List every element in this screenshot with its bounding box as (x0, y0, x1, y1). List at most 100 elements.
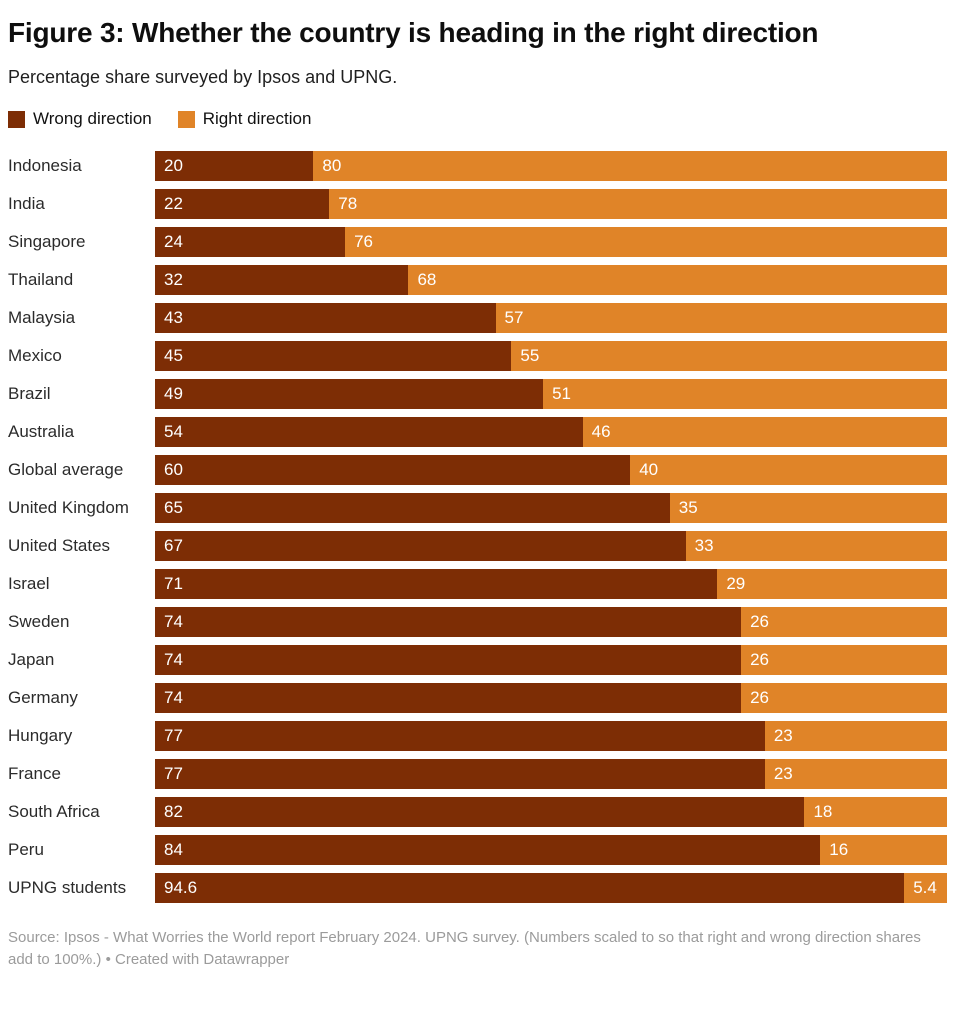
bar-segment-right-direction[interactable]: 26 (741, 607, 947, 637)
bar-segment-right-direction[interactable]: 78 (329, 189, 947, 219)
value-label: 60 (164, 460, 183, 479)
chart-row: UPNG students 94.6 5.4 (8, 873, 947, 903)
bar-segment-right-direction[interactable]: 46 (582, 417, 947, 447)
bar-segment-right-direction[interactable]: 55 (511, 341, 947, 371)
bar-segment-right-direction[interactable]: 80 (313, 151, 947, 181)
value-label: 78 (338, 194, 358, 213)
value-label: 45 (164, 346, 183, 365)
value-label: 84 (164, 840, 183, 859)
bar-segment-right-direction[interactable]: 26 (741, 645, 947, 675)
bar-segment-right-direction[interactable]: 76 (345, 227, 947, 257)
value-label: 54 (164, 422, 183, 441)
category-label: Global average (8, 460, 124, 479)
value-label: 68 (417, 270, 437, 289)
bar-segment-wrong-direction[interactable]: 65 (155, 493, 670, 523)
stacked-bar: 43 57 (155, 303, 947, 333)
bar-segment-right-direction[interactable]: 33 (685, 531, 947, 561)
stacked-bar: 22 78 (155, 189, 947, 219)
chart-row: Global average 60 40 (8, 455, 947, 485)
source-note: Source: Ipsos - What Worries the World r… (8, 929, 921, 968)
bar-segment-wrong-direction[interactable]: 82 (155, 797, 805, 827)
category-label: Australia (8, 422, 75, 441)
stacked-bar: 54 46 (155, 417, 947, 447)
chart-row: United States 67 33 (8, 531, 947, 561)
chart-row: Indonesia 20 80 (8, 151, 947, 181)
stacked-bar: 65 35 (155, 493, 947, 523)
bar-segment-wrong-direction[interactable]: 54 (155, 417, 583, 447)
bar-segment-wrong-direction[interactable]: 84 (155, 835, 821, 865)
chart-row: Australia 54 46 (8, 417, 947, 447)
category-label: Hungary (8, 726, 73, 745)
chart-subtitle: Percentage share surveyed by Ipsos and U… (8, 67, 398, 87)
bar-segment-right-direction[interactable]: 26 (741, 683, 947, 713)
legend-item-right-direction: Right direction (177, 109, 312, 129)
stacked-bar: 32 68 (155, 265, 947, 295)
value-label: 65 (164, 498, 183, 517)
bar-segment-wrong-direction[interactable]: 77 (155, 721, 765, 751)
value-label: 77 (164, 726, 183, 745)
bar-segment-wrong-direction[interactable]: 71 (155, 569, 718, 599)
value-label: 76 (354, 232, 373, 251)
category-label: UPNG students (8, 878, 127, 897)
value-label: 74 (164, 612, 183, 631)
bar-segment-wrong-direction[interactable]: 67 (155, 531, 686, 561)
category-label: Singapore (8, 232, 86, 251)
bar-segment-wrong-direction[interactable]: 24 (155, 227, 346, 257)
value-label: 74 (164, 688, 183, 707)
category-label: India (8, 194, 45, 213)
legend-label: Right direction (202, 109, 312, 128)
stacked-bar: 77 23 (155, 721, 947, 751)
chart-row: United Kingdom 65 35 (8, 493, 947, 523)
value-label: 32 (164, 270, 183, 289)
stacked-bar: 94.6 5.4 (155, 873, 947, 903)
bar-segment-wrong-direction[interactable]: 60 (155, 455, 631, 485)
category-label: Sweden (8, 612, 70, 631)
category-label: Malaysia (8, 308, 76, 327)
category-label: Mexico (8, 346, 62, 365)
stacked-bar: 77 23 (155, 759, 947, 789)
bar-segment-wrong-direction[interactable]: 77 (155, 759, 765, 789)
chart-row: Malaysia 43 57 (8, 303, 947, 333)
chart-title: Figure 3: Whether the country is heading… (8, 17, 819, 48)
bar-segment-right-direction[interactable]: 35 (669, 493, 947, 523)
chart-row: Japan 74 26 (8, 645, 947, 675)
stacked-bar: 20 80 (155, 151, 947, 181)
bar-segment-wrong-direction[interactable]: 43 (155, 303, 496, 333)
category-label: United States (8, 536, 111, 555)
bar-segment-wrong-direction[interactable]: 20 (155, 151, 314, 181)
bar-segment-wrong-direction[interactable]: 49 (155, 379, 544, 409)
value-label: 26 (750, 688, 769, 707)
chart-row: Sweden 74 26 (8, 607, 947, 637)
value-label: 20 (164, 156, 183, 175)
bar-segment-right-direction[interactable]: 29 (717, 569, 947, 599)
bar-segment-right-direction[interactable]: 40 (630, 455, 947, 485)
bar-segment-wrong-direction[interactable]: 94.6 (155, 873, 905, 903)
bar-segment-wrong-direction[interactable]: 74 (155, 607, 742, 637)
bar-segment-right-direction[interactable]: 68 (408, 265, 947, 295)
value-label: 55 (520, 346, 540, 365)
value-label: 16 (829, 840, 849, 859)
value-label: 5.4 (913, 878, 937, 897)
bar-segment-right-direction[interactable]: 16 (820, 835, 947, 865)
bar-segment-right-direction[interactable]: 23 (764, 721, 947, 751)
bar-segment-right-direction[interactable]: 23 (764, 759, 947, 789)
bar-segment-right-direction[interactable]: 18 (804, 797, 947, 827)
value-label: 74 (164, 650, 183, 669)
value-label: 40 (639, 460, 659, 479)
bar-segment-wrong-direction[interactable]: 74 (155, 645, 742, 675)
chart-card: Figure 3: Whether the country is heading… (8, 17, 947, 968)
bar-segment-wrong-direction[interactable]: 74 (155, 683, 742, 713)
value-label: 33 (694, 536, 714, 555)
bar-segment-right-direction[interactable]: 51 (543, 379, 947, 409)
value-label: 67 (164, 536, 183, 555)
value-label: 51 (552, 384, 571, 403)
value-label: 23 (773, 726, 793, 745)
value-label: 26 (750, 650, 769, 669)
stacked-bar: 24 76 (155, 227, 947, 257)
bar-segment-right-direction[interactable]: 57 (495, 303, 947, 333)
chart-row: Peru 84 16 (8, 835, 947, 865)
bar-segment-wrong-direction[interactable]: 32 (155, 265, 409, 295)
bar-segment-wrong-direction[interactable]: 45 (155, 341, 512, 371)
bar-segment-right-direction[interactable]: 5.4 (904, 873, 947, 903)
bar-segment-wrong-direction[interactable]: 22 (155, 189, 330, 219)
